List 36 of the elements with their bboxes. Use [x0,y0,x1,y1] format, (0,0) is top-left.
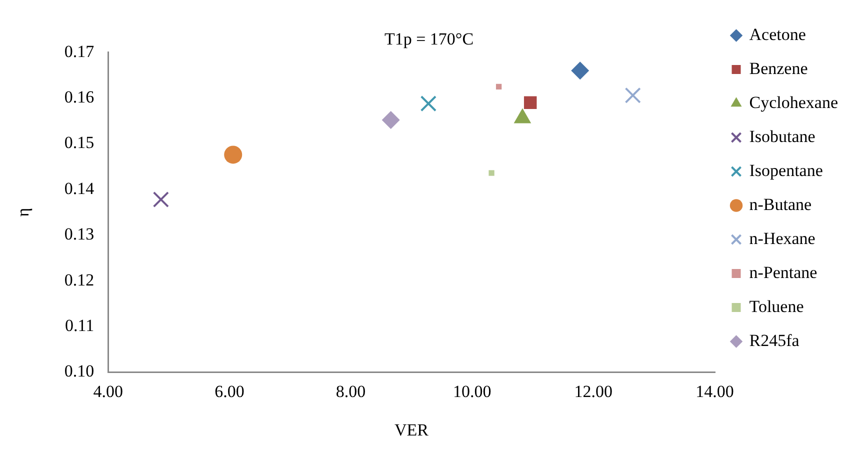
point [571,62,590,80]
x-tick-label: 4.00 [93,382,124,401]
legend-label: Benzene [749,58,808,78]
legend-label: Acetone [749,24,806,44]
x-tick-label: 10.00 [452,382,492,401]
x-tick-label: 6.00 [214,382,244,401]
point [420,95,437,112]
y-axis-title: η [14,208,33,217]
point [624,87,641,104]
y-tick-label: 0.11 [65,316,94,335]
y-tick-label: 0.12 [64,270,94,290]
legend-label: n-Hexane [749,228,816,248]
y-tick-label: 0.16 [64,88,94,107]
legend-label: Isobutane [749,126,816,146]
chart-title: T1p = 170°C [384,30,474,49]
x-tick-label: 14.00 [696,382,734,401]
y-tick-label: 0.15 [64,133,94,152]
point [496,84,502,90]
point [224,146,242,164]
legend-label: Cyclohexane [749,92,838,112]
point [382,111,400,130]
legend-label: R245fa [749,330,800,350]
y-tick-label: 0.17 [64,42,95,61]
legend-label: n-Pentane [749,262,818,282]
point [488,170,494,176]
point [524,96,537,110]
legend-label: n-Butane [749,194,812,214]
x-axis-title: VER [394,420,430,440]
y-tick-label: 0.10 [64,362,94,381]
y-tick-label: 0.14 [64,178,95,198]
y-tick-label: 0.13 [64,224,94,244]
legend-label: Toluene [749,296,804,316]
legend-label: Isopentane [749,160,823,180]
x-tick-label: 12.00 [574,382,613,401]
point [152,191,169,208]
x-tick-label: 8.00 [336,382,366,401]
